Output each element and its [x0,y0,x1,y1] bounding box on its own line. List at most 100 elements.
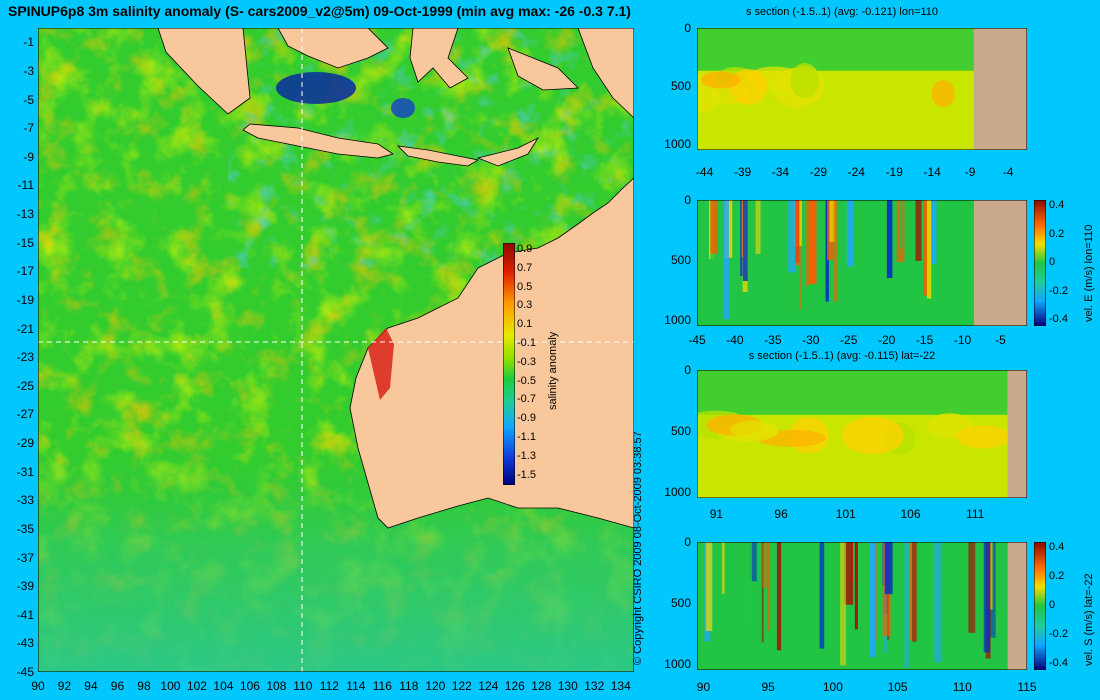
vel-s-lat-x-tick: 100 [822,680,843,694]
map-y-tick: -21 [16,321,34,336]
vel-s-lat-y-tick: 1000 [664,656,691,671]
vel-s-lat-band [722,542,725,594]
vel-e-lon-band [808,200,817,285]
vel-e-lon-band [799,200,802,310]
s-section-lat-blob [730,420,779,440]
map-x-tick: 94 [84,679,98,693]
map-y-tick: -15 [16,235,34,250]
map-colorbar-label: salinity anomaly [547,331,559,410]
sumatra [157,28,251,115]
vel-s-lat-band [983,542,990,653]
map-colorbar-tick: -0.7 [517,393,536,406]
vel-s-lat-colorbar-tick: -0.2 [1049,628,1068,640]
map-y-tick: -31 [16,464,34,479]
vel-s-lat-colorbar [1034,542,1046,670]
vel-e-lon-band [717,200,724,279]
map-y-tick: -25 [16,378,34,393]
map-colorbar-tick: 0.9 [517,243,533,255]
vel-s-lat-x-tick: 105 [887,680,908,694]
vel-e-lon-band [833,200,838,302]
seram [507,47,579,91]
vel-e-lon-colorbar-tick: -0.2 [1049,284,1068,297]
s-section-lon-plot [697,28,1027,150]
vel-e-lon-band [742,200,748,281]
vel-e-lon-field [697,200,1027,326]
s-section-lon-land [973,28,1027,150]
new-guinea [577,28,634,119]
map-y-tick: -41 [16,607,34,622]
s-section-lat-surface-layer [697,370,1008,415]
vel-s-lat-colorbar-tick: -0.4 [1049,657,1068,669]
vel-e-lon-band [788,200,797,273]
vel-s-lat-plot [697,542,1027,670]
map-x-tick: 92 [57,679,72,693]
map-colorbar-tick: -0.9 [517,412,536,425]
map-y-tick: -45 [16,665,34,679]
vel-e-lon-x-tick: -30 [802,333,820,347]
s-section-lon-x-tick: -29 [809,165,828,179]
vel-e-lon-land [973,200,1027,326]
s-section-lon-y-tick: 1000 [664,137,691,152]
map-y-tick: -37 [16,550,34,565]
vel-s-lat-band [934,542,943,663]
map-y-tick: -27 [16,407,34,422]
land [157,28,634,672]
s-section-lat-x-tick: 111 [966,507,985,521]
vel-e-lon-band [960,200,965,282]
australia [349,177,634,672]
vel-e-lon-plot [697,200,1027,326]
vel-e-lon-x-tick: -45 [688,333,706,347]
map-y-tick: -9 [23,149,34,164]
lesser-sunda [396,145,480,167]
vel-e-lon-band [863,200,872,278]
vel-s-lat-y-tick: 0 [684,535,691,549]
vel-s-lat-band [884,542,893,595]
map-colorbar-tick: 0.7 [517,261,533,274]
map-x-tick: 110 [293,679,313,693]
vel-s-lat-x-tick: 90 [696,680,711,694]
s-section-lon-blob [700,71,741,89]
vel-e-lon-band [915,200,922,261]
map-x-tick: 124 [478,679,499,693]
timor [476,137,540,167]
vel-s-lat-band [840,542,847,666]
s-section-lat-title: s section (-1.5..1) (avg: -0.115) lat=-2… [748,350,936,362]
map-x-tick: 112 [319,679,339,693]
s-section-lon-x-tick: -19 [885,165,903,179]
borneo [277,28,389,69]
map-x-tick: 126 [504,679,525,693]
vel-s-lat-band [776,542,782,651]
vel-e-lon-x-tick: -25 [840,333,858,347]
map-y-tick: -23 [16,350,34,365]
map-x-tick: 118 [399,679,419,693]
vel-e-lon-band [795,200,800,266]
s-section-lat-blob [956,425,1011,449]
map-y-tick: -29 [16,436,34,451]
map-colorbar-tick: -1.5 [517,468,536,481]
map-colorbar-tick: -1.3 [517,449,536,462]
vel-s-lat-band [854,542,858,630]
vel-s-lat-band [869,542,876,658]
s-section-lon-x-tick: -14 [923,165,941,179]
s-section-lon-blob [931,80,955,108]
salinity-map [38,28,634,672]
map-y-tick: -39 [16,579,34,594]
map-x-tick: 116 [372,679,392,693]
java [242,123,394,159]
vel-e-lon-band [923,200,930,296]
vel-e-lon-band [731,200,740,303]
vel-e-lon-band [931,200,937,264]
map-y-tick: -35 [16,521,34,536]
map-colorbar-tick: 0.1 [517,318,533,331]
vel-s-lat-x-tick: 115 [1017,680,1037,694]
vel-s-lat-band [864,542,870,640]
vel-e-lon-x-tick: -10 [953,333,972,347]
map-y-tick: -43 [16,636,34,651]
vel-e-lon-band [886,200,893,278]
sulawesi [409,28,469,89]
vel-s-lat-band [873,542,877,641]
s-section-lat-blob [841,416,905,455]
map-x-tick: 98 [137,679,151,693]
s-section-lon-y-tick: 500 [670,79,691,94]
vel-s-lat-x-tick: 95 [761,680,775,694]
